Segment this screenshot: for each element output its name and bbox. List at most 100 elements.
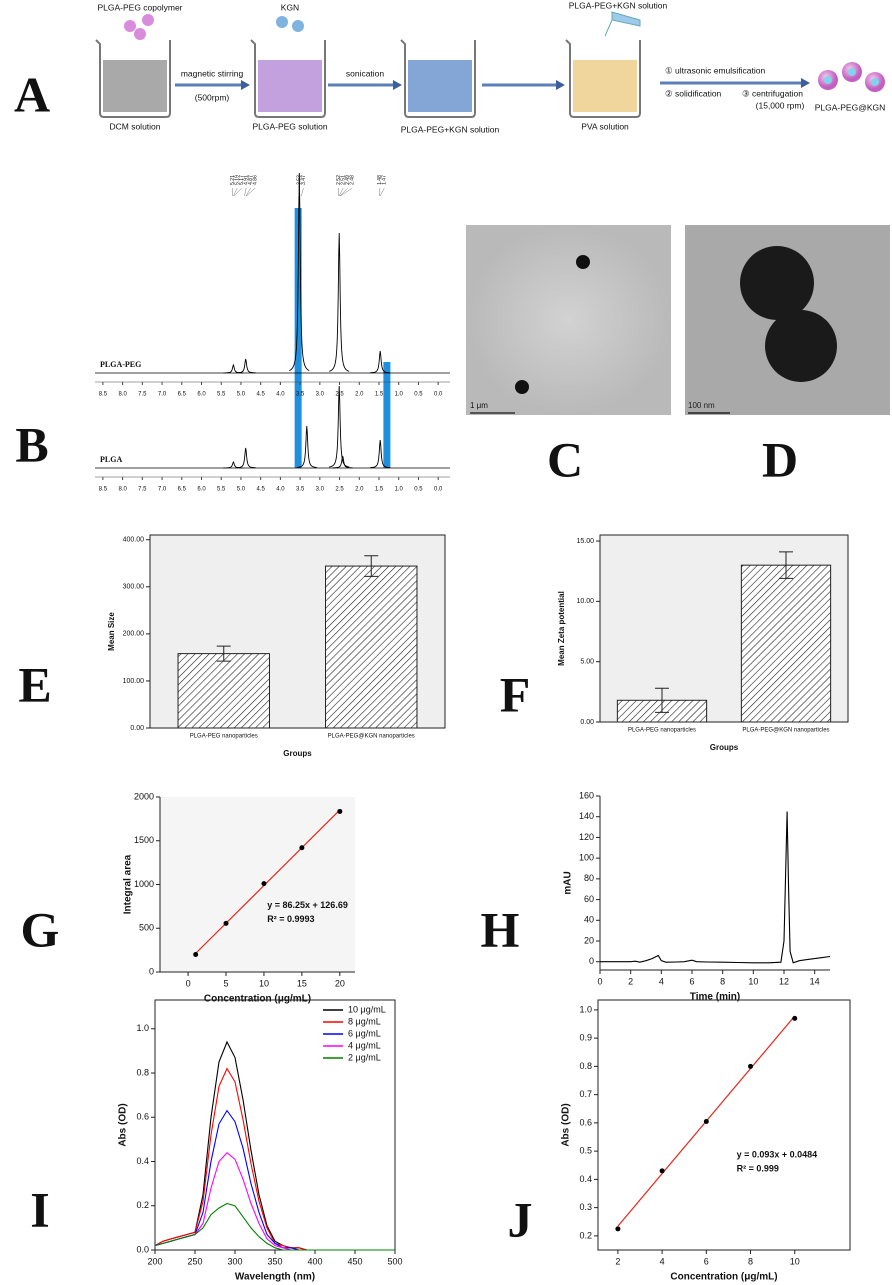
x-tick-label: 5 bbox=[224, 978, 229, 988]
y-tick-label: 0.6 bbox=[136, 1112, 149, 1122]
y-tick-label: 40 bbox=[584, 915, 594, 925]
plot-frame bbox=[149, 534, 446, 729]
particle bbox=[576, 255, 590, 269]
x-axis-label: Groups bbox=[710, 743, 739, 752]
series-label: PLGA-PEG bbox=[100, 360, 141, 369]
x-tick-label: 350 bbox=[267, 1256, 282, 1266]
x-tick-label: PLGA-PEG@KGN nanoparticles bbox=[328, 734, 415, 740]
arrow-head bbox=[556, 80, 565, 90]
tem-d: 100 nm bbox=[685, 225, 890, 415]
scheme: PLGA-PEG copolymer KGN PLGA-PEG+KGN solu… bbox=[95, 0, 886, 134]
y-tick-label: 100 bbox=[579, 853, 594, 863]
particle bbox=[740, 246, 814, 320]
peak-leader bbox=[233, 187, 238, 197]
point bbox=[261, 881, 267, 887]
peak-leader bbox=[338, 187, 344, 197]
nmr-peak bbox=[329, 232, 350, 372]
nmr-peak bbox=[223, 460, 244, 469]
panel-letter: A bbox=[14, 66, 50, 122]
particle bbox=[765, 310, 837, 382]
y-tick-label: 0.4 bbox=[136, 1156, 149, 1166]
y-tick-label: 60 bbox=[584, 894, 594, 904]
y-tick-label: 0 bbox=[589, 956, 594, 966]
peak-label: 2.49 bbox=[345, 175, 351, 185]
peak-label: 5.19 bbox=[234, 175, 240, 185]
legend-label: 10 μg/mL bbox=[348, 1004, 386, 1014]
annotation: R² = 0.999 bbox=[737, 1163, 779, 1173]
y-tick-label: 0.0 bbox=[136, 1244, 149, 1254]
liquid bbox=[258, 60, 322, 112]
y-tick-label: 0.9 bbox=[579, 1033, 592, 1043]
scheme-label: ② solidification bbox=[665, 88, 722, 98]
scheme-label: ③ centrifugation bbox=[742, 88, 803, 98]
peak-leader bbox=[246, 187, 256, 197]
x-tick-label: 400 bbox=[307, 1256, 322, 1266]
plot-frame bbox=[597, 999, 851, 1251]
x-tick-label: 10 bbox=[790, 1256, 800, 1266]
x-tick-label: 0 bbox=[186, 978, 191, 988]
point bbox=[223, 920, 229, 926]
nmr-peak bbox=[235, 447, 256, 469]
x-tick-label: 8.5 bbox=[99, 487, 108, 493]
y-tick-label: 80 bbox=[584, 873, 594, 883]
y-tick-label: 20 bbox=[584, 935, 594, 945]
nmr-peak bbox=[296, 425, 317, 468]
x-tick-label: 3.5 bbox=[296, 392, 305, 398]
y-axis-label: Mean Zeta potential bbox=[557, 591, 566, 666]
x-tick-label: 6 bbox=[704, 1256, 709, 1266]
x-tick-label: 6.5 bbox=[178, 392, 187, 398]
point bbox=[748, 1063, 754, 1069]
peak-label: 1.48 bbox=[377, 175, 383, 185]
plot-bg bbox=[160, 797, 355, 972]
chart: 0.2 0.3 0.4 0.5 0.6 0.7 0.8 0.9 1.0 2 4 6 8 10 Concent… bbox=[561, 999, 851, 1283]
scheme-label: (500rpm) bbox=[195, 92, 230, 102]
y-axis-label: Integral area bbox=[123, 854, 134, 914]
x-tick-label: 4.0 bbox=[276, 487, 285, 493]
x-tick-label: 7.5 bbox=[138, 487, 147, 493]
scheme-label: PLGA-PEG+KGN solution bbox=[401, 124, 500, 134]
x-tick-label: 20 bbox=[335, 978, 345, 988]
line bbox=[154, 1202, 395, 1251]
scheme-label: PLGA-PEG@KGN bbox=[815, 102, 886, 112]
x-tick-label: 4.5 bbox=[256, 392, 265, 398]
x-tick-label: 6.5 bbox=[178, 487, 187, 493]
y-tick-label: 0.3 bbox=[579, 1202, 592, 1212]
scheme-label: ① ultrasonic emulsification bbox=[665, 65, 765, 75]
y-tick-label: 0.2 bbox=[579, 1230, 592, 1240]
x-tick-label: 15 bbox=[297, 978, 307, 988]
x-tick-label: 2.0 bbox=[355, 392, 364, 398]
peak-leader bbox=[380, 187, 385, 197]
error-bar bbox=[779, 551, 793, 579]
series-label: PLGA bbox=[100, 455, 122, 464]
bar bbox=[177, 653, 270, 729]
x-tick-label: 8.0 bbox=[118, 392, 127, 398]
legend-label: 6 μg/mL bbox=[348, 1028, 381, 1038]
particle bbox=[515, 380, 529, 394]
peak-label: 4.86 bbox=[252, 175, 258, 185]
y-axis-label: Abs (OD) bbox=[118, 1103, 129, 1146]
scheme-label: sonication bbox=[346, 68, 385, 78]
core bbox=[871, 78, 879, 86]
sphere bbox=[276, 16, 288, 28]
x-tick-label: PLGA-PEG@KGN nanoparticles bbox=[742, 728, 829, 734]
y-tick-label: 0.7 bbox=[579, 1089, 592, 1099]
y-tick-label: 200.00 bbox=[123, 631, 145, 638]
y-tick-label: 400.00 bbox=[123, 537, 145, 544]
x-tick-label: 5.5 bbox=[217, 392, 226, 398]
x-tick-label: 0.5 bbox=[414, 392, 423, 398]
y-axis-label: mAU bbox=[563, 871, 574, 894]
arrow-head bbox=[241, 80, 250, 90]
nmr-peak bbox=[235, 358, 256, 374]
pipette bbox=[604, 11, 641, 37]
peak-label: 2.51 bbox=[341, 175, 347, 185]
scale-label: 100 nm bbox=[688, 401, 715, 410]
core bbox=[848, 68, 856, 76]
panel-letter: B bbox=[15, 416, 48, 472]
beaker bbox=[565, 39, 641, 118]
y-tick-label: 1.0 bbox=[579, 1004, 592, 1014]
x-tick-label: 5.0 bbox=[237, 487, 246, 493]
point bbox=[299, 845, 305, 851]
x-tick-label: 4.5 bbox=[256, 487, 265, 493]
peak-leader bbox=[245, 187, 251, 197]
liquid bbox=[408, 60, 472, 112]
